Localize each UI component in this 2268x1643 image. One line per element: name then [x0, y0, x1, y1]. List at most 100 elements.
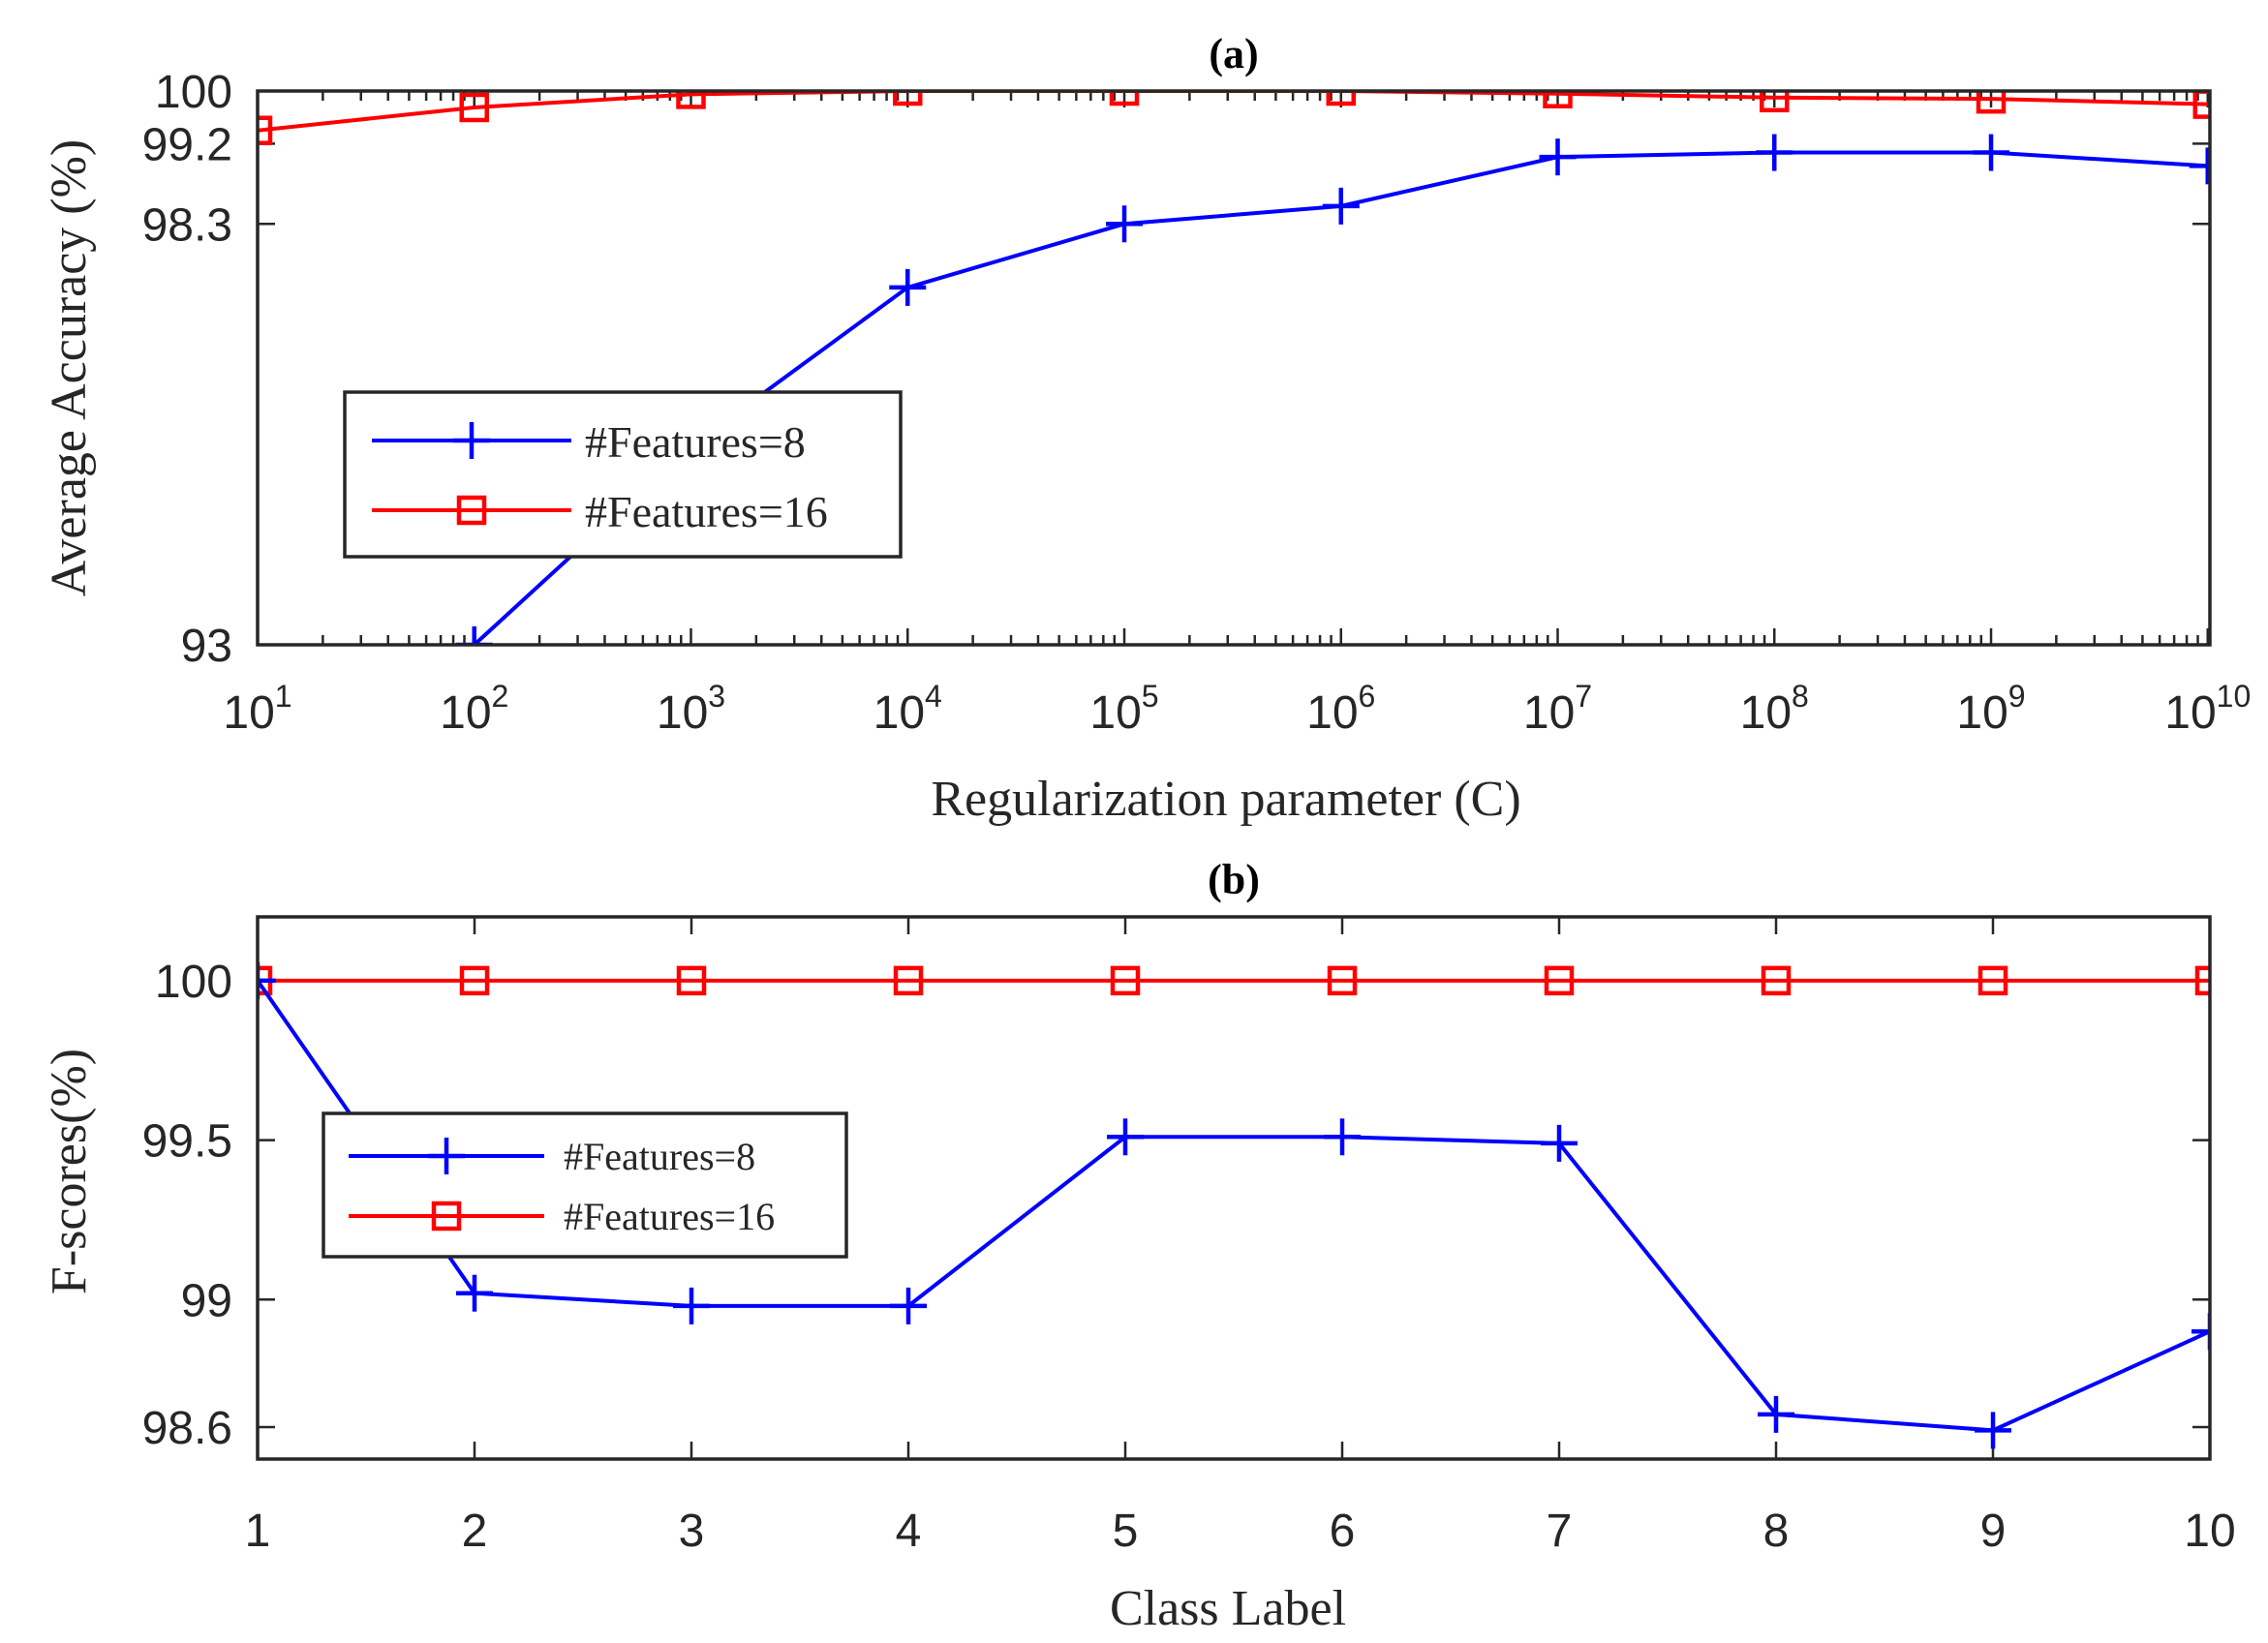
chart-a-point-features-8 [2189, 147, 2210, 185]
chart-a-x-tick-label: 106 [1306, 679, 1375, 739]
x-tick-exponent: 1 [275, 679, 292, 714]
chart-b-point-features-16 [1110, 965, 1141, 996]
x-tick-exponent: 10 [2217, 679, 2252, 714]
x-tick-base: 10 [1523, 687, 1575, 739]
chart-a-point-features-8 [1973, 134, 2010, 171]
x-tick-exponent: 6 [1359, 679, 1376, 714]
chart-b-y-tick-label: 100 [155, 957, 232, 1008]
chart-a-x-tick-labels: 101 102 103 104 105 106 107 108 109 1010 [223, 679, 2251, 739]
chart-b-legend-marker-features-8 [428, 1138, 465, 1174]
chart-a-point-features-8 [889, 268, 927, 306]
chart-a-x-tick-label: 102 [440, 679, 508, 739]
chart-b-point-features-8 [456, 1274, 493, 1312]
chart-a-legend-marker-features-8 [453, 422, 490, 459]
chart-a-x-tick-label: 108 [1740, 679, 1809, 739]
chart-a-legend-label-features-16: #Features=16 [585, 487, 828, 536]
chart-a-legend-marker [453, 422, 490, 459]
chart-a-legend-label-features-8: #Features=8 [585, 417, 806, 467]
chart-b-series [258, 961, 2210, 1449]
chart-b-point-features-16 [2194, 965, 2210, 996]
chart-b-x-tick-label: 3 [679, 1506, 705, 1557]
chart-a-point-features-16 [1760, 91, 1790, 113]
chart-b-x-tick-label: 9 [1980, 1506, 2007, 1557]
chart-a-point-features-16 [1543, 91, 1573, 108]
chart-b-y-axis-label: F-scores(%) [42, 1049, 97, 1294]
chart-b-legend-label-features-16: #Features=16 [564, 1195, 775, 1238]
chart-a-series-line-features-16 [258, 91, 2208, 133]
panel-a: (a) 101 102 103 104 105 106 107 108 109 1010 9398… [42, 30, 2251, 827]
chart-b-legend-box [322, 1111, 848, 1259]
chart-a-point-features-8 [1756, 134, 1793, 171]
chart-a-x-tick-label: 101 [223, 679, 291, 739]
chart-b-point-features-8 [673, 1287, 710, 1324]
chart-b-legend-marker [431, 1201, 462, 1232]
chart-a-y-tick-label: 93 [181, 621, 232, 672]
chart-b-point-features-16 [1977, 965, 2008, 996]
chart-a-x-tick-label: 104 [873, 679, 942, 739]
chart-a-x-tick-label: 109 [1956, 679, 2025, 739]
chart-b-point-features-8 [1324, 1118, 1361, 1156]
chart-a-point-features-8 [1322, 187, 1360, 225]
chart-b-x-tick-label: 8 [1763, 1506, 1790, 1557]
chart-b-point-features-16 [1327, 965, 1358, 996]
x-tick-base: 10 [1306, 687, 1358, 739]
chart-b-y-tick-label: 99.5 [142, 1116, 232, 1168]
chart-b-y-tick-label: 99 [181, 1275, 232, 1326]
x-tick-base: 10 [2164, 687, 2216, 739]
chart-a-legend: #Features=8 #Features=16 [343, 390, 903, 559]
chart-b-point-features-16 [1544, 965, 1575, 996]
chart-b-x-tick-label: 1 [245, 1506, 271, 1557]
chart-b-legend-label-features-8: #Features=8 [564, 1135, 755, 1178]
chart-b-y-tick-labels: 98.6 99 99.5 100 [142, 957, 232, 1454]
chart-b-point-features-16 [676, 965, 707, 996]
x-tick-exponent: 7 [1575, 679, 1592, 714]
chart-a-ticks [256, 89, 2210, 647]
chart-b-x-tick-label: 7 [1547, 1506, 1573, 1557]
panel-b: (b) 1 2 3 4 5 6 7 8 9 10 98.6 99 99.5 100 Class Labe… [42, 856, 2236, 1636]
chart-b-point-features-8 [2191, 1313, 2210, 1351]
chart-b-series-line-features-8 [258, 979, 2210, 1433]
x-tick-base: 10 [657, 687, 708, 739]
x-tick-base: 10 [1956, 687, 2007, 739]
chart-a-y-tick-label: 99.2 [142, 119, 232, 170]
chart-b-legend: #Features=8 #Features=16 [322, 1111, 848, 1259]
chart-b-x-tick-label: 5 [1113, 1506, 1139, 1557]
chart-a-x-tick-label: 105 [1089, 679, 1158, 739]
chart-b-x-tick-labels: 1 2 3 4 5 6 7 8 9 10 [245, 1506, 2236, 1557]
chart-b-x-tick-label: 6 [1330, 1506, 1356, 1557]
x-tick-exponent: 5 [1142, 679, 1159, 714]
chart-b-point-features-8 [1975, 1412, 2011, 1449]
chart-b-point-features-16 [459, 965, 490, 996]
chart-b-y-tick-label: 98.6 [142, 1403, 232, 1454]
chart-b-x-tick-label: 4 [896, 1506, 922, 1557]
chart-a-point-features-8 [239, 785, 276, 822]
chart-b-x-tick-label: 10 [2184, 1506, 2235, 1557]
chart-a-x-tick-label: 1010 [2164, 679, 2251, 739]
chart-a-x-axis-label: Regularization parameter (C) [931, 772, 1520, 827]
chart-a-point-features-8 [1539, 138, 1577, 176]
x-tick-base: 10 [440, 687, 491, 739]
chart-a-x-tick-label: 103 [657, 679, 725, 739]
chart-b-point-features-8 [1541, 1124, 1578, 1162]
chart-a-point-features-8 [455, 626, 493, 645]
chart-b-legend-marker [428, 1138, 465, 1174]
chart-b-legend-marker-features-16 [431, 1201, 462, 1232]
chart-a-legend-marker-features-16 [456, 495, 487, 526]
chart-a-point-features-16 [1976, 91, 2007, 114]
chart-b-point-features-16 [893, 965, 924, 996]
chart-b-title: (b) [1208, 856, 1260, 903]
chart-a-y-tick-label: 100 [155, 67, 232, 118]
chart-b-x-axis-label: Class Label [1110, 1581, 1346, 1636]
chart-b-point-features-8 [890, 1287, 927, 1324]
chart-b-point-features-8 [1758, 1395, 1794, 1433]
chart-a-point-features-16 [459, 92, 490, 123]
chart-a-plot-frame [256, 89, 2212, 647]
x-tick-base: 10 [1089, 687, 1141, 739]
chart-b-x-tick-label: 2 [462, 1506, 488, 1557]
chart-b-point-features-8 [258, 961, 276, 999]
x-tick-base: 10 [873, 687, 925, 739]
chart-a-title: (a) [1209, 30, 1258, 77]
x-tick-base: 10 [1740, 687, 1792, 739]
